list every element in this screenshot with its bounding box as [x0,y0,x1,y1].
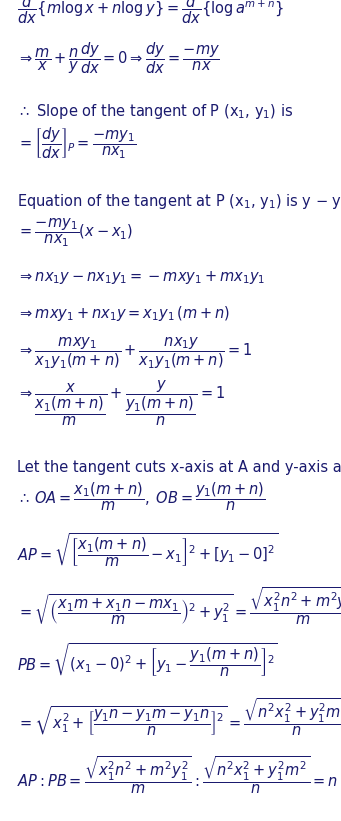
Text: $= \dfrac{-my_1}{nx_1}(x - x_1)$: $= \dfrac{-my_1}{nx_1}(x - x_1)$ [17,217,133,249]
Text: $PB = \sqrt{(x_1-0)^2 + \left[y_1 - \dfrac{y_1(m+n)}{n}\right]^2}$: $PB = \sqrt{(x_1-0)^2 + \left[y_1 - \dfr… [17,642,278,679]
Text: $= \sqrt{\left(\dfrac{x_1m + x_1n - mx_1}{m}\right)^2 + y_1^2} = \dfrac{\sqrt{x_: $= \sqrt{\left(\dfrac{x_1m + x_1n - mx_1… [17,586,341,628]
Text: $\Rightarrow \dfrac{x}{\dfrac{x_1(m+n)}{m}} + \dfrac{y}{\dfrac{y_1(m+n)}{n}} = 1: $\Rightarrow \dfrac{x}{\dfrac{x_1(m+n)}{… [17,378,225,428]
Text: $AP = \sqrt{\left[\dfrac{x_1(m+n)}{m} - x_1\right]^2 + [y_1 - 0]^2}$: $AP = \sqrt{\left[\dfrac{x_1(m+n)}{m} - … [17,532,279,569]
Text: $\Rightarrow mxy_1 + nx_1y = x_1y_1\,(m + n)$: $\Rightarrow mxy_1 + nx_1y = x_1y_1\,(m … [17,304,230,323]
Text: $= \sqrt{x_1^2 + \left[\dfrac{y_1n - y_1m - y_1n}{n}\right]^2} = \dfrac{\sqrt{n^: $= \sqrt{x_1^2 + \left[\dfrac{y_1n - y_1… [17,696,341,738]
Text: $\Rightarrow \dfrac{m}{x} + \dfrac{n}{y}\dfrac{dy}{dx} = 0 \Rightarrow \dfrac{dy: $\Rightarrow \dfrac{m}{x} + \dfrac{n}{y}… [17,40,220,76]
Text: $AP : PB = \dfrac{\sqrt{x_1^2n^2 + m^2y_1^2}}{m} : \dfrac{\sqrt{n^2x_1^2 + y_1^2: $AP : PB = \dfrac{\sqrt{x_1^2n^2 + m^2y_… [17,754,341,796]
Text: $\Rightarrow nx_1y - nx_1y_1 = -mxy_1 + mx_1y_1$: $\Rightarrow nx_1y - nx_1y_1 = -mxy_1 + … [17,269,265,286]
Text: $\therefore\, OA = \dfrac{x_1(m+n)}{m},\; OB = \dfrac{y_1(m+n)}{n}$: $\therefore\, OA = \dfrac{x_1(m+n)}{m},\… [17,480,266,513]
Text: $\Rightarrow \dfrac{mxy_1}{x_1y_1(m+n)} + \dfrac{nx_1y}{x_1y_1(m+n)} = 1$: $\Rightarrow \dfrac{mxy_1}{x_1y_1(m+n)} … [17,336,253,371]
Text: Let the tangent cuts x-axis at A and y-axis at B.: Let the tangent cuts x-axis at A and y-a… [17,460,341,475]
Text: $\therefore$ Slope of the tangent of P (x$_1$, y$_1$) is: $\therefore$ Slope of the tangent of P (… [17,102,293,121]
Text: $= \left[\dfrac{dy}{dx}\right]_P = \dfrac{-my_1}{nx_1}$: $= \left[\dfrac{dy}{dx}\right]_P = \dfra… [17,126,136,161]
Text: Equation of the tangent at P (x$_1$, y$_1$) is y $-$ y$_1$: Equation of the tangent at P (x$_1$, y$_… [17,192,341,211]
Text: $\dfrac{d}{dx}\{m\log x + n\log y\} = \dfrac{d}{dx}\{\log a^{m+n}\}$: $\dfrac{d}{dx}\{m\log x + n\log y\} = \d… [17,0,284,26]
